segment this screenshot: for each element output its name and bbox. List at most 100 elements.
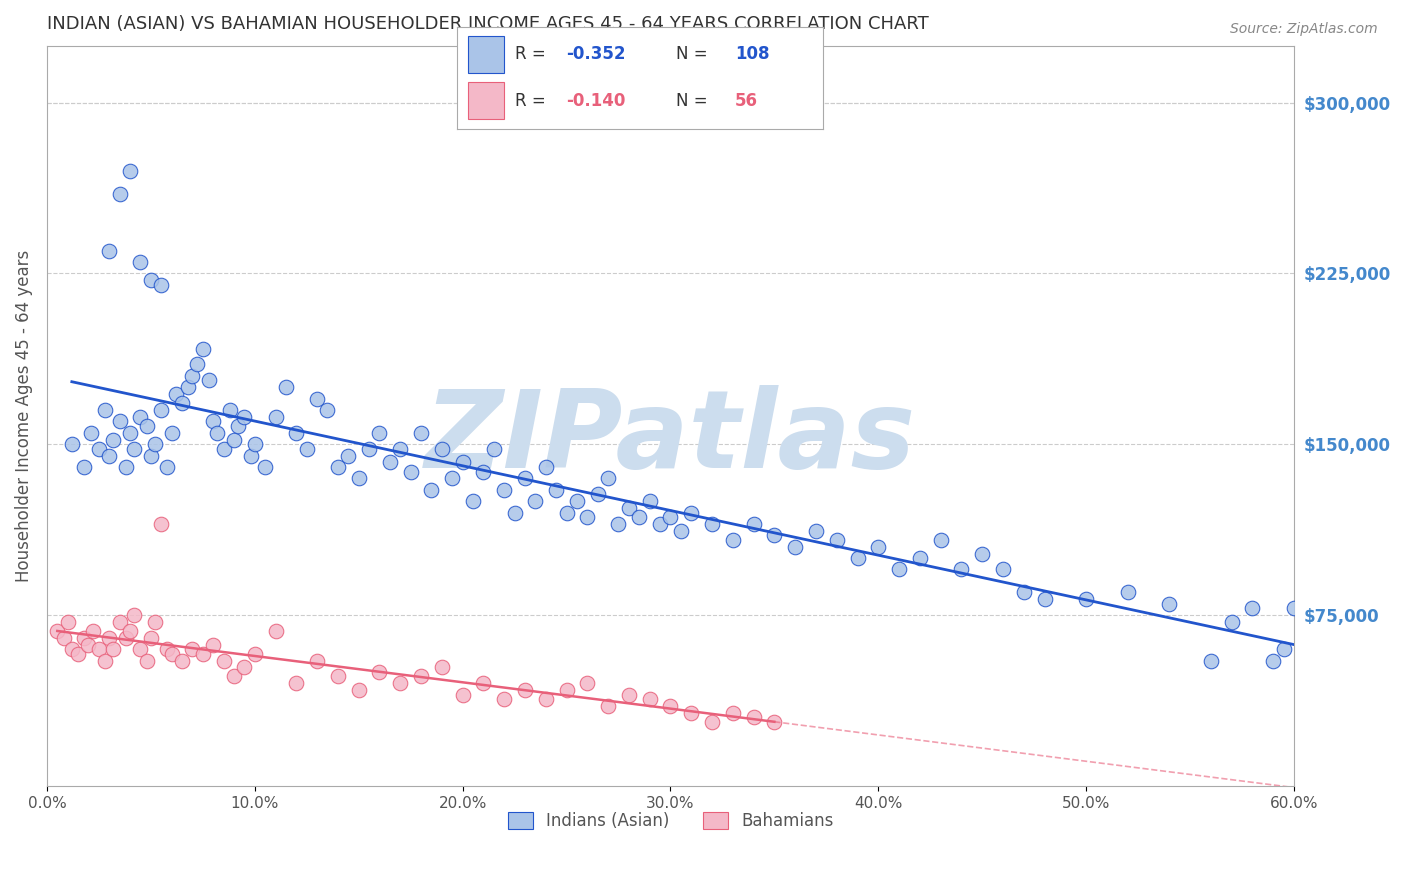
Point xyxy=(135,654,157,668)
Point xyxy=(115,460,138,475)
Point xyxy=(207,425,229,440)
Point xyxy=(122,442,145,456)
Point xyxy=(139,273,162,287)
Legend: Indians (Asian), Bahamians: Indians (Asian), Bahamians xyxy=(501,805,839,837)
Point xyxy=(156,460,179,475)
Point xyxy=(929,533,952,547)
Point xyxy=(191,647,214,661)
Point xyxy=(129,409,152,424)
Point xyxy=(357,442,380,456)
Point xyxy=(264,624,287,638)
Point xyxy=(186,358,208,372)
Point xyxy=(648,516,671,531)
Point xyxy=(160,647,183,661)
Point xyxy=(87,642,110,657)
Point xyxy=(555,683,578,698)
Point xyxy=(503,506,526,520)
Point xyxy=(233,660,256,674)
Point xyxy=(326,669,349,683)
Point xyxy=(659,510,682,524)
Point xyxy=(576,676,599,690)
Point xyxy=(170,396,193,410)
Point xyxy=(534,692,557,706)
Point xyxy=(1220,615,1243,629)
Point xyxy=(191,342,214,356)
Point xyxy=(82,624,104,638)
Point xyxy=(472,676,495,690)
Point xyxy=(1033,592,1056,607)
Text: N =: N = xyxy=(676,92,707,110)
Point xyxy=(887,562,910,576)
Point xyxy=(274,380,297,394)
Point xyxy=(598,699,620,714)
Point xyxy=(1159,597,1181,611)
Point xyxy=(177,380,200,394)
Point xyxy=(135,419,157,434)
Point xyxy=(598,471,620,485)
Text: 108: 108 xyxy=(735,45,769,63)
Point xyxy=(226,419,249,434)
Point xyxy=(285,425,308,440)
Point xyxy=(326,460,349,475)
Point xyxy=(461,494,484,508)
Point xyxy=(150,277,173,292)
Point xyxy=(409,669,432,683)
Point xyxy=(950,562,973,576)
Point xyxy=(638,692,661,706)
Point xyxy=(513,471,536,485)
Point xyxy=(108,414,131,428)
Point xyxy=(494,692,516,706)
Point xyxy=(451,455,474,469)
Point xyxy=(472,465,495,479)
Point xyxy=(156,642,179,657)
Point xyxy=(103,642,125,657)
Point xyxy=(700,714,723,729)
Point xyxy=(607,516,630,531)
Point xyxy=(150,516,173,531)
Point xyxy=(222,669,245,683)
Point xyxy=(785,540,807,554)
Point xyxy=(576,510,599,524)
Point xyxy=(243,437,266,451)
Point xyxy=(52,631,75,645)
Point xyxy=(347,683,370,698)
Point xyxy=(586,487,609,501)
Point xyxy=(181,368,204,383)
Point xyxy=(368,665,391,679)
Bar xyxy=(468,36,505,73)
Point xyxy=(160,425,183,440)
Point xyxy=(115,631,138,645)
Point xyxy=(233,409,256,424)
Point xyxy=(73,460,96,475)
Point xyxy=(73,631,96,645)
Point xyxy=(46,624,69,638)
Point xyxy=(264,409,287,424)
Point xyxy=(628,510,651,524)
Y-axis label: Householder Income Ages 45 - 64 years: Householder Income Ages 45 - 64 years xyxy=(15,250,32,582)
Point xyxy=(721,533,744,547)
Point xyxy=(118,425,141,440)
Bar xyxy=(468,82,505,119)
Point xyxy=(150,403,173,417)
Point xyxy=(129,642,152,657)
Point xyxy=(742,710,765,724)
Point xyxy=(94,403,117,417)
Point xyxy=(139,449,162,463)
Point xyxy=(565,494,588,508)
Point xyxy=(212,442,235,456)
Point xyxy=(165,387,187,401)
Point xyxy=(103,433,125,447)
Point xyxy=(763,714,786,729)
Point xyxy=(98,631,121,645)
Point xyxy=(56,615,79,629)
Point xyxy=(254,460,277,475)
Point xyxy=(129,255,152,269)
Point xyxy=(1012,585,1035,599)
Text: R =: R = xyxy=(516,45,551,63)
Text: R =: R = xyxy=(516,92,551,110)
Point xyxy=(524,494,547,508)
Point xyxy=(638,494,661,508)
Point xyxy=(295,442,318,456)
Point xyxy=(430,442,453,456)
Point xyxy=(337,449,360,463)
